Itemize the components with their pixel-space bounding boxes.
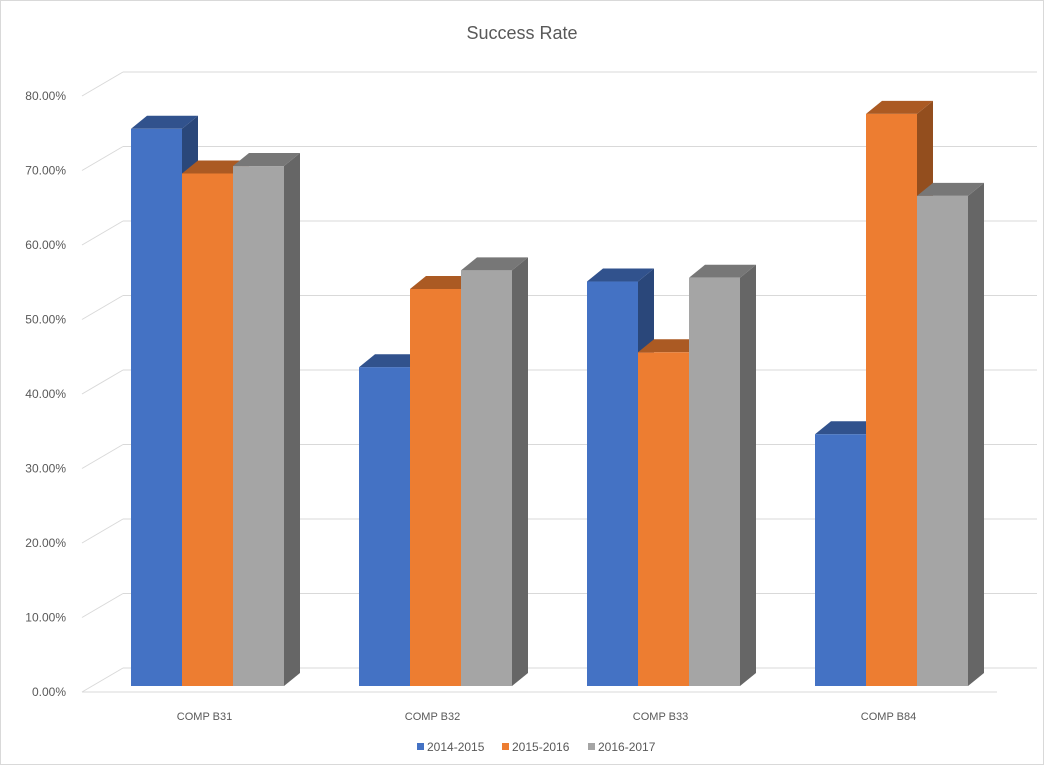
- y-tick-label: 30.00%: [25, 462, 66, 476]
- bar-side: [968, 182, 984, 686]
- bar-front: [461, 270, 512, 686]
- bar-2016-2017-comp-b84: [917, 182, 984, 686]
- gridline-depth: [81, 667, 124, 693]
- bar-2016-2017-comp-b33: [689, 264, 756, 686]
- bar-front: [410, 288, 461, 686]
- gridline-depth: [81, 295, 124, 320]
- bar-front: [689, 277, 740, 686]
- y-axis-ticks: 0.00% 10.00% 20.00% 30.00% 40.00% 50.00% 60.00…: [25, 89, 66, 699]
- gridline-depth: [81, 146, 124, 171]
- gridline-depth: [81, 369, 124, 395]
- bar-front: [917, 195, 968, 686]
- legend-swatch: [502, 743, 509, 750]
- y-tick-label: 80.00%: [25, 89, 66, 103]
- gridline-depth: [81, 71, 124, 97]
- bar-side: [740, 264, 756, 686]
- bar-front: [359, 367, 410, 686]
- y-tick-label: 0.00%: [32, 685, 66, 699]
- bar-top: [461, 257, 528, 271]
- legend-swatch: [588, 743, 595, 750]
- bar-2016-2017-comp-b32: [461, 257, 528, 686]
- y-tick-label: 10.00%: [25, 611, 66, 625]
- x-tick-label: COMP B32: [405, 711, 460, 723]
- bar-2016-2017-comp-b31: [233, 153, 300, 687]
- bar-top: [815, 421, 882, 435]
- legend-swatch: [417, 743, 424, 750]
- bar-front: [815, 434, 866, 686]
- bar-front: [587, 281, 638, 686]
- legend: 2014-2015 2015-2016 2016-2017: [417, 740, 656, 754]
- bar-top: [410, 275, 477, 289]
- bar-top: [182, 160, 249, 174]
- bar-top: [131, 115, 198, 129]
- bar-top: [866, 100, 933, 114]
- bar-side: [512, 257, 528, 686]
- bar-top: [917, 182, 984, 196]
- gridline-depth: [81, 220, 124, 246]
- bar-front: [182, 173, 233, 686]
- x-tick-label: COMP B31: [177, 711, 232, 723]
- gridline-depth: [81, 593, 124, 618]
- y-tick-label: 20.00%: [25, 536, 66, 550]
- x-tick-label: COMP B33: [633, 711, 688, 723]
- x-tick-label: COMP B84: [861, 711, 916, 723]
- bar-front: [131, 128, 182, 687]
- gridline-depth: [81, 444, 124, 469]
- y-tick-label: 70.00%: [25, 164, 66, 178]
- chart-title: Success Rate: [466, 23, 577, 43]
- legend-label: 2014-2015: [427, 740, 485, 754]
- gridline-depth: [81, 518, 124, 544]
- bar-top: [359, 354, 426, 368]
- legend-label: 2015-2016: [512, 740, 570, 754]
- bar-top: [689, 264, 756, 278]
- y-tick-label: 40.00%: [25, 387, 66, 401]
- bar-side: [284, 153, 300, 687]
- bar-front: [233, 166, 284, 687]
- bar-front: [866, 113, 917, 686]
- y-tick-label: 60.00%: [25, 238, 66, 252]
- y-tick-label: 50.00%: [25, 313, 66, 327]
- bar-top: [233, 153, 300, 167]
- bar-front: [638, 352, 689, 686]
- x-axis-ticks: COMP B31 COMP B32 COMP B33 COMP B84: [177, 711, 916, 723]
- bar-top: [638, 339, 705, 353]
- bars: [131, 100, 984, 687]
- legend-label: 2016-2017: [598, 740, 656, 754]
- bar-top: [587, 268, 654, 282]
